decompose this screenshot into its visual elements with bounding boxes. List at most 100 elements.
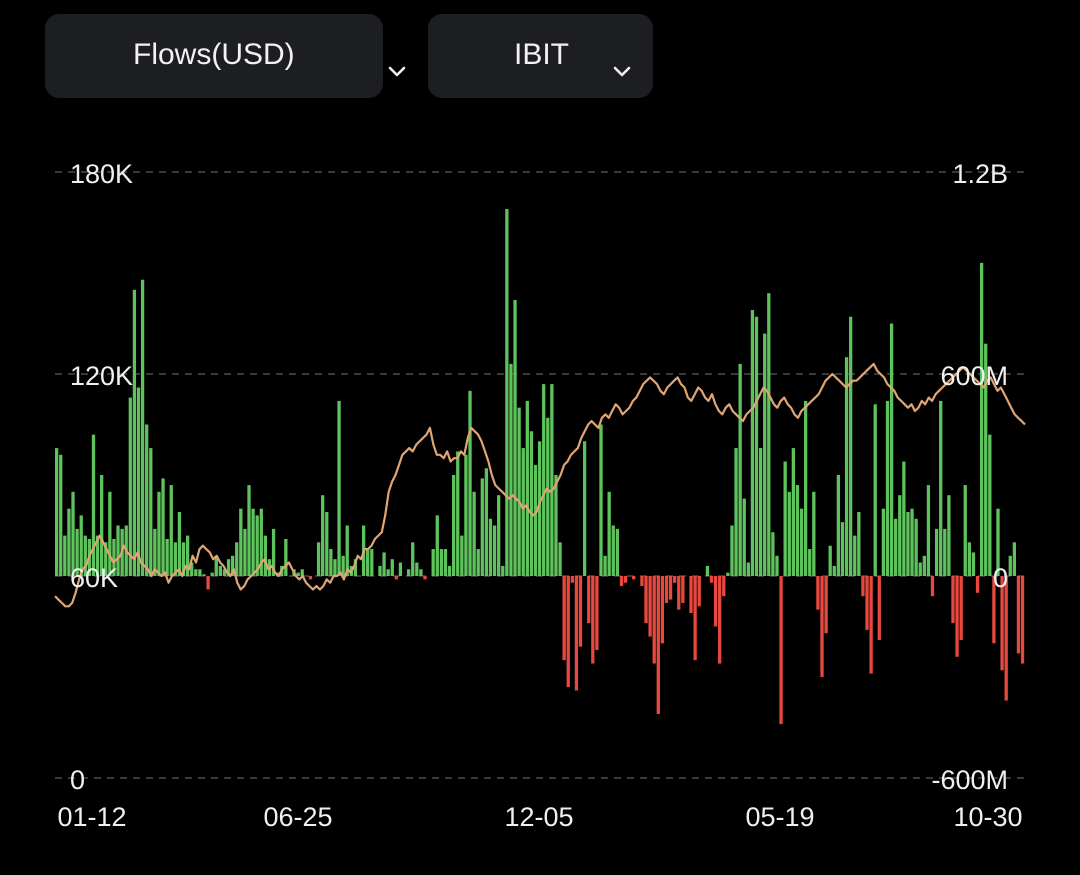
x-axis-tick: 05-19 — [745, 802, 814, 832]
left-axis-tick: 120K — [70, 361, 133, 391]
flow-bar — [582, 441, 587, 576]
flow-bar — [222, 569, 227, 576]
flow-bar — [718, 576, 722, 664]
flow-bar — [779, 576, 783, 725]
flow-bar — [370, 549, 374, 576]
flow-bar — [411, 542, 415, 576]
flow-bar — [849, 316, 853, 576]
flow-bar — [832, 565, 836, 576]
flow-bar — [591, 576, 595, 664]
right-axis-tick: 600M — [940, 361, 1008, 391]
flow-bar — [366, 549, 370, 576]
flow-bar — [595, 576, 599, 651]
flow-bar — [730, 525, 734, 576]
flow-bar — [697, 576, 701, 607]
flow-bar — [906, 512, 910, 576]
flow-bar — [914, 518, 918, 576]
flow-bar — [468, 390, 472, 576]
flow-bar — [452, 475, 456, 576]
flow-bar — [873, 404, 877, 576]
flow-bar — [316, 542, 321, 576]
flow-bar — [415, 562, 419, 576]
flow-bar — [1000, 576, 1004, 671]
flow-bar — [497, 495, 501, 576]
metric-select[interactable]: Flows(USD) — [45, 14, 406, 98]
flow-bar — [525, 400, 529, 576]
flow-bar — [857, 512, 861, 576]
flow-bar — [456, 451, 460, 576]
flow-bar — [300, 569, 304, 576]
flow-bar — [476, 549, 480, 576]
flow-bar — [885, 400, 890, 576]
flow-bar — [218, 565, 222, 576]
flow-bar — [775, 555, 779, 576]
flow-bar — [959, 576, 963, 640]
flow-bar — [104, 542, 108, 576]
flow-bar — [677, 576, 681, 610]
flow-bar — [439, 549, 444, 576]
flow-bar — [889, 323, 894, 576]
flow-bar — [513, 299, 517, 576]
flow-bar — [447, 565, 452, 576]
flow-bar — [816, 576, 820, 610]
flow-bar — [108, 491, 112, 576]
flow-bar — [333, 559, 337, 576]
flow-bar — [607, 491, 611, 576]
flow-bar — [689, 576, 693, 614]
flow-bar — [660, 576, 665, 644]
flow-bar — [243, 528, 247, 576]
flow-bar — [1008, 555, 1012, 576]
flow-bar — [128, 397, 132, 576]
flow-bar — [202, 574, 206, 576]
right-axis-tick: 1.2B — [952, 159, 1008, 189]
flow-bar — [517, 407, 521, 576]
flow-bar — [100, 475, 104, 576]
flow-bar — [386, 569, 390, 576]
flow-bar — [844, 357, 849, 576]
x-axis-tick: 01-12 — [57, 802, 126, 832]
flow-bars — [55, 209, 1025, 725]
flow-bar — [509, 363, 513, 576]
flow-bar — [996, 508, 1000, 576]
flow-bar — [157, 491, 161, 576]
flow-bar — [861, 576, 865, 597]
flow-bar — [173, 542, 177, 576]
chevron-down-icon — [388, 66, 406, 77]
flow-bar — [975, 576, 980, 593]
flow-bar — [603, 555, 607, 576]
flow-bar — [668, 576, 673, 600]
x-axis-tick: 06-25 — [263, 802, 332, 832]
flow-bar — [91, 434, 96, 576]
flow-bar — [955, 576, 959, 657]
flow-bar — [378, 565, 382, 576]
flow-bar — [644, 576, 648, 624]
flow-bar — [226, 559, 231, 576]
flow-bar — [1004, 576, 1008, 701]
flow-bar — [709, 576, 714, 583]
flow-bar — [529, 431, 534, 576]
flow-bar — [537, 441, 542, 576]
flow-bar — [431, 549, 435, 576]
flow-bar — [894, 518, 898, 576]
flow-bar — [390, 559, 394, 576]
flow-bar — [619, 576, 624, 587]
flow-bar — [803, 400, 808, 576]
flow-bar — [746, 562, 750, 576]
flow-bar — [501, 565, 505, 576]
flow-bar — [979, 262, 984, 576]
left-axis-tick: 60K — [70, 563, 118, 593]
flow-bar — [214, 555, 218, 576]
flow-bar — [59, 454, 63, 576]
ticker-select[interactable]: IBIT — [428, 14, 653, 98]
flow-bar — [464, 454, 468, 576]
flow-bar — [934, 528, 939, 576]
flow-bar — [881, 508, 886, 576]
flow-bar — [488, 518, 493, 576]
flow-bar — [271, 528, 276, 576]
flow-bar — [763, 333, 767, 576]
flow-bar — [902, 461, 906, 576]
flow-bar — [632, 576, 636, 580]
flow-bar — [341, 555, 345, 576]
right-axis-tick: 0 — [993, 563, 1008, 593]
flow-bar — [55, 448, 59, 576]
